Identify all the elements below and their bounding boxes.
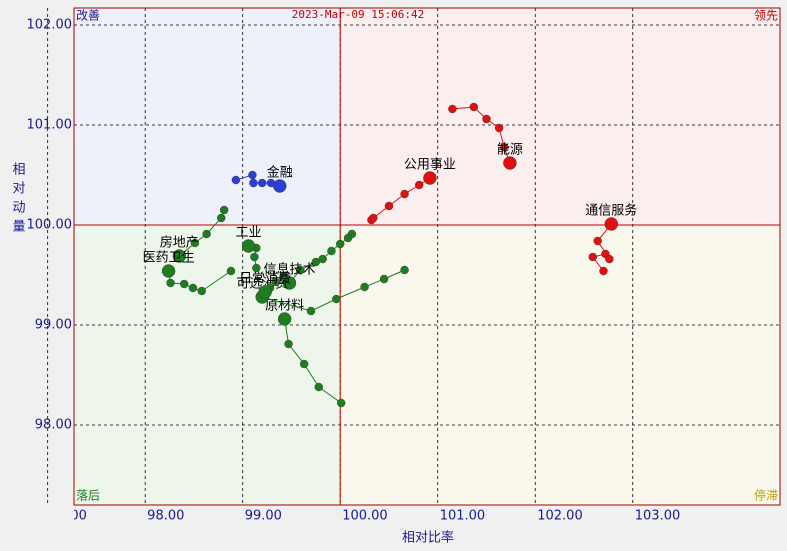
series-label: 公用事业 [404, 158, 456, 173]
trail-point [369, 213, 378, 223]
x-tick-label: 99.00 [245, 509, 282, 524]
trail-point [231, 175, 241, 185]
trail-point [258, 178, 267, 188]
head-point [423, 171, 437, 185]
trail-point [332, 294, 341, 304]
trail-point [343, 233, 353, 243]
plot-border [73, 7, 781, 506]
quadrant-label: 领先 [754, 9, 778, 23]
series-label: 通信服务 [585, 203, 637, 219]
series-label: 房地产 [160, 235, 199, 251]
series-label: 金融 [267, 165, 293, 181]
trail-point [219, 205, 229, 215]
quadrant [74, 225, 341, 505]
trail-point [250, 252, 259, 262]
y-axis-label: 相对动量 [10, 162, 26, 238]
trail-point [314, 382, 323, 392]
y-tick-label: 101.00 [27, 118, 73, 133]
y-tick-label: 100.00 [27, 218, 73, 233]
trail-point [284, 339, 293, 349]
trail-point [384, 201, 394, 211]
head-point [172, 249, 187, 263]
trail-point [306, 306, 316, 316]
trail-point [249, 178, 258, 188]
y-tick-label: 102.00 [27, 18, 73, 33]
trail-point [311, 257, 321, 267]
trail-point [197, 286, 206, 296]
trail-point [588, 252, 597, 262]
trail-point [499, 142, 509, 152]
trail-point [279, 271, 288, 281]
trail-point [605, 254, 614, 264]
trail-point [599, 266, 608, 276]
quadrant [74, 8, 341, 225]
x-tick-label: 103.00 [635, 509, 681, 524]
trail-point [379, 274, 389, 284]
x-tick-label: 98.00 [147, 509, 184, 524]
trail-point [299, 359, 309, 369]
x-tick-label: 102.00 [537, 509, 583, 524]
y-tick-label: 99.00 [35, 318, 72, 333]
trail-point [271, 277, 281, 287]
trail-point [190, 238, 200, 248]
series-label: 日常消费 [239, 272, 291, 287]
y-tick-label: 98.00 [35, 418, 72, 433]
trail-point [336, 239, 345, 249]
trail-point [360, 282, 369, 292]
trail-point [179, 279, 189, 289]
trail-point [248, 170, 257, 180]
x-tick-label: 100.00 [342, 509, 388, 524]
head-point [277, 312, 292, 326]
trail-point [400, 189, 409, 199]
head-point [503, 156, 517, 170]
trail-point [593, 236, 602, 246]
trail-point [414, 180, 424, 190]
trail-point [400, 265, 409, 275]
head-point [273, 179, 287, 193]
trail-point [494, 123, 504, 133]
trail-point [188, 283, 198, 293]
trail-point [226, 266, 236, 276]
trail-point [202, 229, 211, 239]
trail-point [296, 265, 305, 275]
quadrant-label: 停滞 [754, 488, 778, 503]
series-label: 原材料 [265, 299, 304, 314]
quadrant-label: 落后 [76, 489, 100, 503]
head-point [258, 285, 272, 299]
head-point [604, 217, 619, 231]
trail-point [217, 213, 226, 223]
trail-point [469, 102, 479, 112]
head-point [161, 264, 176, 278]
timestamp: 2023-Mar-09 15:06:42 [292, 8, 424, 21]
series-label: 信息技术 [263, 262, 315, 278]
x-tick-label: 101.00 [440, 509, 486, 524]
head-point [282, 276, 297, 290]
trail-point [166, 278, 175, 288]
series-label: 医药卫生 [143, 251, 195, 266]
series-label: 工业 [236, 226, 262, 241]
trail-point [252, 263, 261, 273]
x-axis-label: 相对比率 [402, 530, 454, 546]
trail-point [448, 104, 457, 114]
series-label: 能源 [497, 143, 523, 158]
head-point [241, 239, 256, 253]
trail-point [482, 114, 491, 124]
quadrant-label: 改善 [76, 8, 100, 23]
x-tick-label: 97.00 [50, 509, 87, 524]
quadrant [340, 225, 780, 505]
trail-point [336, 398, 346, 408]
trail-point [327, 246, 336, 256]
